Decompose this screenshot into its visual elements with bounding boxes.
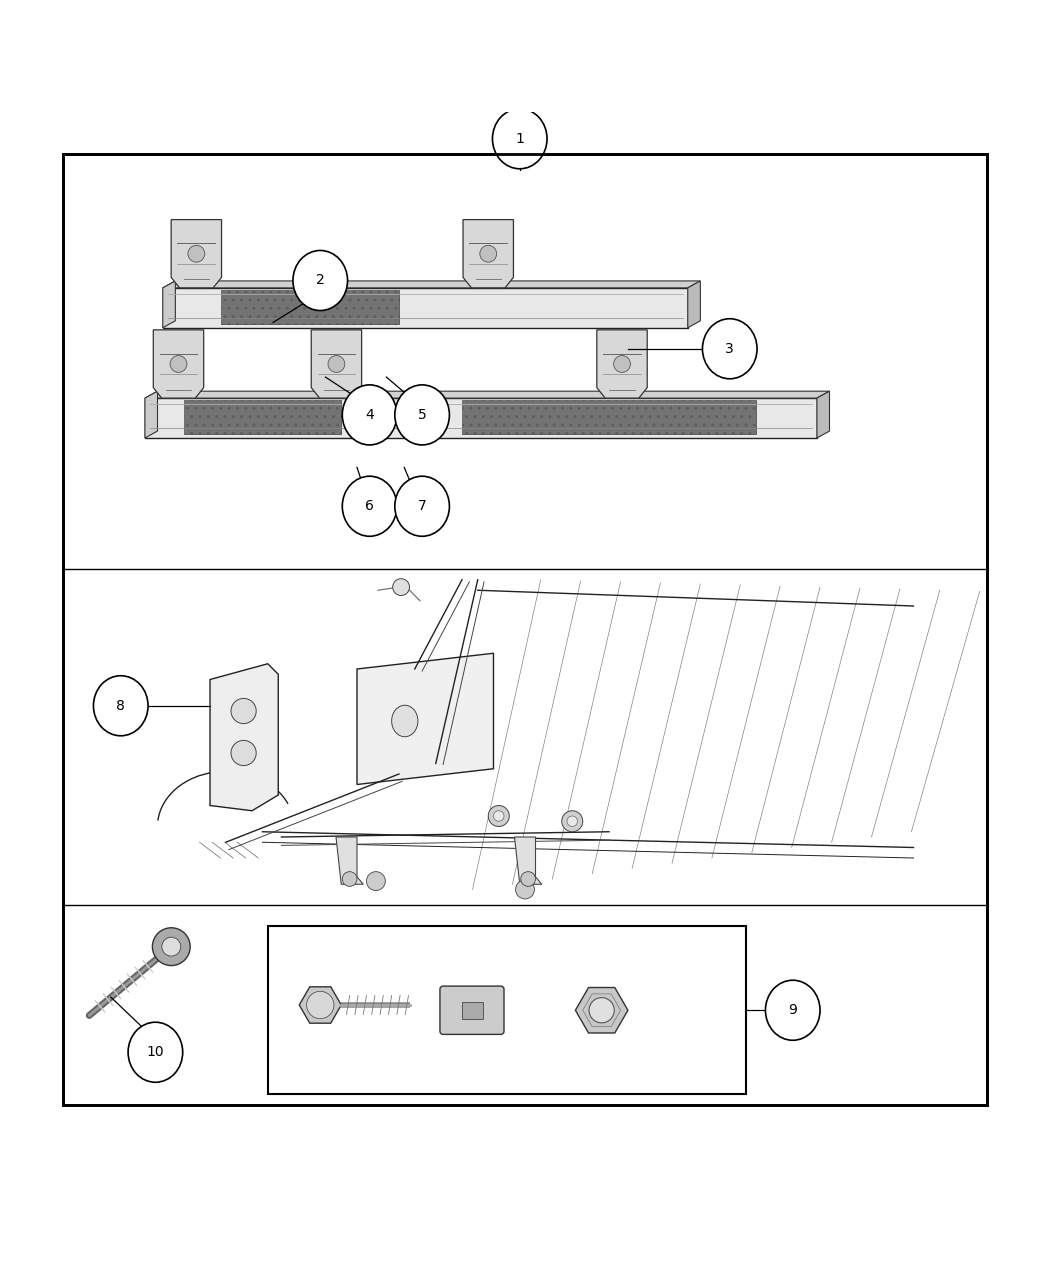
- Bar: [63, 154, 987, 1104]
- Circle shape: [328, 356, 344, 372]
- Text: 4: 4: [365, 408, 374, 422]
- Circle shape: [521, 872, 536, 886]
- Polygon shape: [514, 836, 542, 885]
- Ellipse shape: [395, 385, 449, 445]
- Text: 7: 7: [418, 500, 426, 514]
- Polygon shape: [145, 398, 817, 439]
- Polygon shape: [817, 391, 830, 439]
- Circle shape: [188, 245, 205, 263]
- Text: 1: 1: [516, 131, 524, 145]
- Circle shape: [589, 997, 614, 1023]
- Circle shape: [152, 928, 190, 965]
- Ellipse shape: [93, 676, 148, 736]
- Bar: [268, 926, 746, 1094]
- Text: 5: 5: [418, 408, 426, 422]
- Circle shape: [231, 699, 256, 724]
- Polygon shape: [462, 400, 756, 434]
- Polygon shape: [336, 836, 363, 885]
- Ellipse shape: [395, 477, 449, 537]
- Polygon shape: [184, 400, 341, 434]
- Circle shape: [562, 811, 583, 831]
- Circle shape: [162, 937, 181, 956]
- Bar: [462, 1002, 483, 1019]
- Ellipse shape: [702, 319, 757, 379]
- Circle shape: [170, 356, 187, 372]
- Circle shape: [488, 806, 509, 826]
- Polygon shape: [163, 280, 700, 288]
- Circle shape: [516, 880, 534, 899]
- Polygon shape: [163, 288, 688, 328]
- Circle shape: [307, 992, 334, 1019]
- FancyBboxPatch shape: [440, 986, 504, 1034]
- Polygon shape: [171, 219, 222, 288]
- Polygon shape: [462, 400, 756, 434]
- Text: 9: 9: [789, 1003, 797, 1017]
- Circle shape: [366, 872, 385, 890]
- Polygon shape: [145, 391, 830, 398]
- Ellipse shape: [342, 477, 397, 537]
- Polygon shape: [463, 219, 513, 288]
- Circle shape: [480, 245, 497, 263]
- Polygon shape: [357, 653, 493, 784]
- Polygon shape: [596, 330, 647, 398]
- Polygon shape: [184, 400, 341, 434]
- Text: 10: 10: [147, 1046, 164, 1060]
- Ellipse shape: [765, 980, 820, 1040]
- Text: 8: 8: [117, 699, 125, 713]
- Text: 6: 6: [365, 500, 374, 514]
- Ellipse shape: [492, 108, 547, 168]
- Circle shape: [567, 816, 578, 826]
- Polygon shape: [220, 289, 399, 324]
- Ellipse shape: [293, 250, 348, 311]
- Polygon shape: [311, 330, 361, 398]
- Circle shape: [393, 579, 410, 595]
- Polygon shape: [163, 280, 175, 328]
- Text: 2: 2: [316, 274, 324, 287]
- Circle shape: [494, 811, 504, 821]
- Polygon shape: [145, 391, 158, 439]
- Bar: [63, 154, 987, 1104]
- Circle shape: [342, 872, 357, 886]
- Ellipse shape: [128, 1023, 183, 1082]
- Text: 3: 3: [726, 342, 734, 356]
- Circle shape: [231, 741, 256, 765]
- Ellipse shape: [342, 385, 397, 445]
- Polygon shape: [210, 664, 278, 811]
- Circle shape: [613, 356, 630, 372]
- Ellipse shape: [392, 705, 418, 737]
- Polygon shape: [153, 330, 204, 398]
- Polygon shape: [220, 289, 399, 324]
- Polygon shape: [688, 280, 700, 328]
